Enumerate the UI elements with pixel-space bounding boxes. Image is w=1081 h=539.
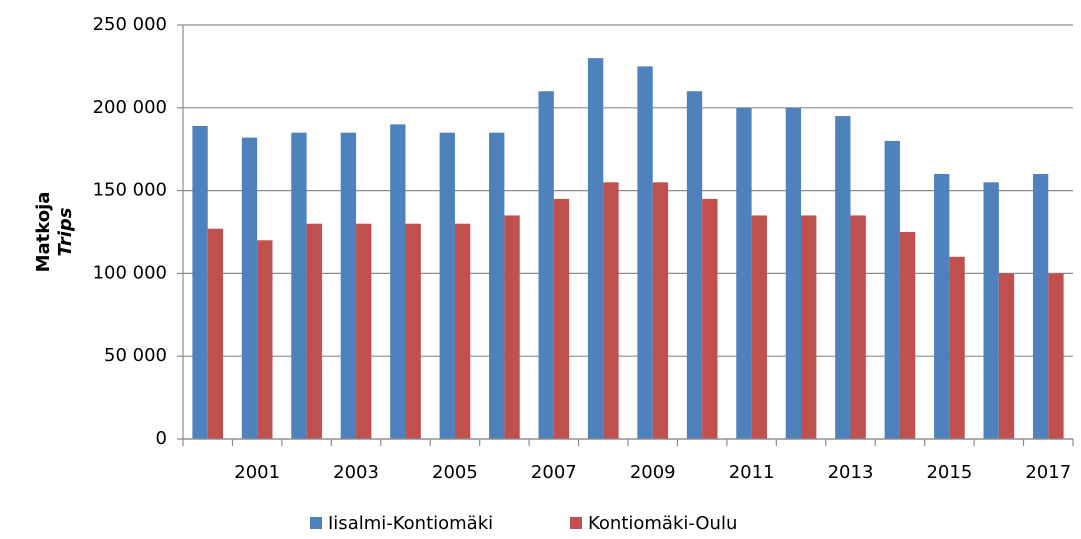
- bar: [1048, 273, 1064, 439]
- bar: [702, 198, 718, 439]
- bar: [884, 140, 900, 440]
- y-axis-label-en: Trips: [55, 207, 76, 256]
- bar: [751, 215, 767, 439]
- bar: [603, 182, 619, 439]
- bar: [899, 232, 916, 439]
- y-tick-label: 100 000: [93, 262, 167, 283]
- bar: [1032, 174, 1049, 440]
- bar: [850, 215, 866, 439]
- legend-swatch: [570, 517, 582, 529]
- bar: [785, 107, 802, 440]
- x-tick-label: 2009: [630, 462, 676, 483]
- x-tick-label: 2017: [1025, 462, 1071, 483]
- bar: [637, 66, 653, 440]
- bar: [587, 58, 604, 440]
- bar: [934, 174, 950, 440]
- x-tick-label: 2005: [432, 462, 478, 483]
- x-tick-label: 2011: [729, 462, 775, 483]
- bar: [390, 124, 406, 440]
- y-tick-label: 200 000: [93, 97, 167, 118]
- bar: [489, 132, 505, 439]
- bar: [983, 182, 999, 439]
- bar: [538, 91, 554, 440]
- bar: [504, 215, 520, 439]
- bar: [192, 126, 208, 440]
- bar: [835, 116, 851, 439]
- bar: [801, 215, 817, 439]
- x-tick-label: 2001: [234, 462, 280, 483]
- legend-label: Kontiomäki-Oulu: [588, 513, 737, 534]
- bar: [454, 223, 471, 439]
- bar: [207, 228, 224, 439]
- bar: [306, 223, 322, 439]
- x-tick-label: 2003: [333, 462, 379, 483]
- bar: [439, 132, 455, 439]
- bar: [340, 132, 357, 439]
- bar: [257, 240, 273, 439]
- y-tick-label: 50 000: [104, 345, 167, 366]
- x-tick-label: 2015: [926, 462, 972, 483]
- bar: [949, 256, 965, 439]
- legend-label: Iisalmi-Kontiomäki: [328, 513, 493, 534]
- y-tick-label: 250 000: [93, 14, 167, 35]
- bar: [652, 182, 669, 439]
- bar: [736, 107, 752, 440]
- y-axis-label: Matkoja: [33, 192, 54, 273]
- legend-swatch: [310, 517, 322, 529]
- x-tick-label: 2013: [828, 462, 874, 483]
- bar: [291, 132, 307, 439]
- bar: [405, 223, 421, 439]
- bar: [686, 91, 703, 440]
- bar: [241, 137, 258, 439]
- bar: [356, 223, 372, 439]
- y-tick-label: 0: [156, 428, 167, 449]
- x-tick-label: 2007: [531, 462, 577, 483]
- bar: [998, 273, 1015, 439]
- bar: [553, 198, 570, 439]
- y-tick-label: 150 000: [93, 180, 167, 201]
